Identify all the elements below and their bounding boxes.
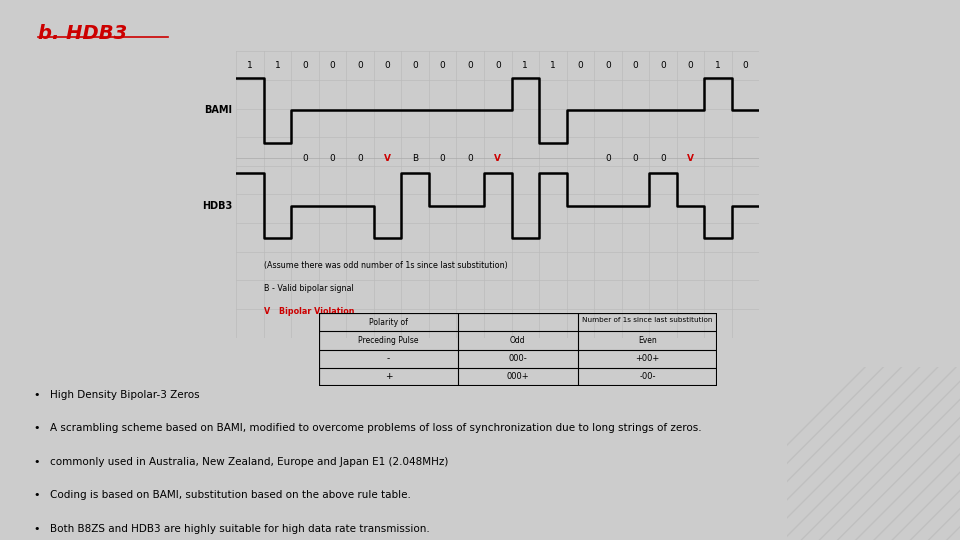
Text: 000+: 000+: [507, 373, 529, 381]
Text: 0: 0: [633, 61, 638, 70]
Text: B - Valid bipolar signal: B - Valid bipolar signal: [264, 284, 353, 293]
Text: 0: 0: [468, 61, 473, 70]
Text: b. HDB3: b. HDB3: [38, 24, 128, 43]
Text: Polarity of: Polarity of: [369, 318, 408, 327]
Text: 0: 0: [660, 154, 666, 163]
Text: 0: 0: [495, 61, 500, 70]
Text: V: V: [264, 307, 276, 316]
Text: 0: 0: [329, 154, 335, 163]
Text: 1: 1: [550, 61, 556, 70]
Text: Coding is based on BAMI, substitution based on the above rule table.: Coding is based on BAMI, substitution ba…: [50, 490, 411, 501]
Text: (Assume there was odd number of 1s since last substitution): (Assume there was odd number of 1s since…: [264, 261, 508, 270]
Text: 0: 0: [633, 154, 638, 163]
Text: BAMI: BAMI: [204, 105, 232, 116]
Text: Bipolar Violation: Bipolar Violation: [278, 307, 354, 316]
Text: Number of 1s since last substitution: Number of 1s since last substitution: [582, 316, 712, 322]
Text: 0: 0: [302, 61, 308, 70]
Text: Preceding Pulse: Preceding Pulse: [358, 336, 419, 345]
Text: •: •: [34, 423, 40, 434]
Text: HDB3: HDB3: [202, 201, 232, 211]
Text: •: •: [34, 457, 40, 467]
Text: Odd: Odd: [510, 336, 526, 345]
Text: 0: 0: [385, 61, 391, 70]
Text: +00+: +00+: [636, 354, 660, 363]
Text: 1: 1: [275, 61, 280, 70]
Text: 0: 0: [605, 61, 611, 70]
Text: High Density Bipolar-3 Zeros: High Density Bipolar-3 Zeros: [50, 390, 200, 400]
Text: 0: 0: [687, 61, 693, 70]
Text: -00-: -00-: [639, 373, 656, 381]
Text: 0: 0: [440, 61, 445, 70]
Text: -: -: [387, 354, 390, 363]
Text: V: V: [494, 154, 501, 163]
Text: +: +: [385, 373, 393, 381]
Text: •: •: [34, 490, 40, 501]
Text: •: •: [34, 390, 40, 400]
Text: A scrambling scheme based on BAMI, modified to overcome problems of loss of sync: A scrambling scheme based on BAMI, modif…: [50, 423, 702, 434]
Text: commonly used in Australia, New Zealand, Europe and Japan E1 (2.048MHz): commonly used in Australia, New Zealand,…: [50, 457, 448, 467]
Text: B: B: [412, 154, 419, 163]
Text: Even: Even: [638, 336, 657, 345]
Text: 000-: 000-: [509, 354, 527, 363]
Text: •: •: [34, 524, 40, 534]
Text: 1: 1: [522, 61, 528, 70]
Text: V: V: [384, 154, 391, 163]
Text: 0: 0: [357, 154, 363, 163]
Text: 0: 0: [302, 154, 308, 163]
Text: 1: 1: [715, 61, 721, 70]
Text: 0: 0: [578, 61, 584, 70]
Text: 0: 0: [743, 61, 749, 70]
Text: Both B8ZS and HDB3 are highly suitable for high data rate transmission.: Both B8ZS and HDB3 are highly suitable f…: [50, 524, 430, 534]
Text: 0: 0: [329, 61, 335, 70]
Text: V: V: [687, 154, 694, 163]
Text: 0: 0: [660, 61, 666, 70]
Text: 0: 0: [440, 154, 445, 163]
Text: 1: 1: [247, 61, 252, 70]
Text: 0: 0: [357, 61, 363, 70]
Text: 0: 0: [468, 154, 473, 163]
Text: 0: 0: [412, 61, 418, 70]
Text: 0: 0: [605, 154, 611, 163]
